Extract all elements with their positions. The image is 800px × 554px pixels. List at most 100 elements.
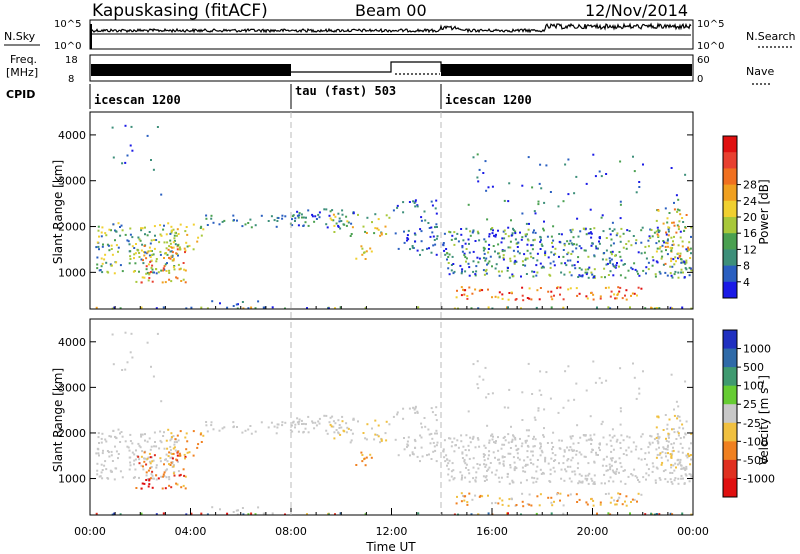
freq-trace [91,61,692,76]
heatmap-cell [655,219,658,222]
heatmap-cell [637,272,639,275]
heatmap-cell [681,245,684,248]
heatmap-cell [509,260,512,263]
heatmap-cell [669,246,672,249]
heatmap-cell [463,293,466,296]
heatmap-cell [448,479,451,482]
heatmap-cell [508,292,511,294]
heatmap-cell [304,221,307,224]
heatmap-cell [163,471,166,474]
heatmap-cell [575,247,578,250]
heatmap-cell [140,306,143,309]
heatmap-cell [163,224,165,227]
heatmap-cell [587,462,590,465]
heatmap-cell [165,476,168,479]
heatmap-cell [578,451,581,454]
nave-tick-bottom: 0 [697,74,703,85]
heatmap-cell [635,397,638,400]
heatmap-cell [510,291,513,294]
heatmap-cell [478,289,481,292]
heatmap-cell [520,481,522,484]
heatmap-cell [653,231,656,234]
heatmap-cell [579,481,582,484]
heatmap-cell [134,262,137,265]
heatmap-cell [219,302,221,305]
heatmap-cell [590,439,593,442]
heatmap-cell [609,476,612,479]
heatmap-cell [486,469,488,472]
heatmap-cell [495,440,497,443]
heatmap-cell [517,250,519,253]
heatmap-cell [507,246,510,249]
heatmap-cell [403,230,405,233]
heatmap-cell [474,288,477,291]
heatmap-cell [121,270,124,273]
heatmap-cell [677,271,680,274]
heatmap-cell [149,260,152,263]
heatmap-cell [174,438,177,441]
heatmap-cell [603,267,606,270]
heatmap-cell [186,233,189,236]
heatmap-cell [461,451,464,454]
heatmap-cell [677,405,680,408]
heatmap-cell [430,226,433,229]
heatmap-cell [526,249,529,252]
heatmap-cell [541,451,544,454]
xtick-label: 00:00 [74,525,106,538]
heatmap-cell [332,219,335,222]
heatmap-cell [314,421,317,424]
heatmap-cell [352,212,355,215]
heatmap-cell [453,243,456,246]
heatmap-cell [173,443,176,446]
heatmap-cell [297,423,300,426]
heatmap-cell [557,411,560,414]
heatmap-cell [333,224,336,227]
heatmap-cell [574,267,577,270]
heatmap-cell [403,241,406,244]
heatmap-cell [168,256,170,259]
heatmap-cell [671,276,674,279]
heatmap-cell [655,513,658,516]
heatmap-cell [451,234,454,237]
heatmap-cell [550,441,553,444]
heatmap-cell [155,268,158,271]
heatmap-cell [416,410,419,413]
colorbar-swatch [723,184,737,202]
xtick-label: 20:00 [577,525,609,538]
heatmap-cell [164,263,167,266]
heatmap-cell [459,471,462,474]
heatmap-cell [684,173,687,176]
heatmap-cell [558,240,561,243]
cpid-label: CPID [6,88,35,101]
heatmap-cell [414,440,417,443]
heatmap-cell [660,456,663,459]
heatmap-cell [484,446,487,449]
cpid-segment-3: icescan 1200 [445,93,532,107]
heatmap-cell [453,450,456,453]
heatmap-cell [670,463,673,466]
heatmap-cell [331,415,334,418]
heatmap-cell [172,241,175,244]
heatmap-cell [482,455,485,458]
heatmap-cell [651,462,654,465]
heatmap-cell [676,208,679,211]
heatmap-cell [151,268,154,271]
power-heatmap-cells [95,124,693,310]
heatmap-cell [466,295,469,297]
heatmap-cell [296,417,299,420]
heatmap-cell [526,450,529,453]
heatmap-cell [635,191,638,194]
heatmap-cell [651,470,654,473]
heatmap-cell [670,249,673,252]
heatmap-cell [170,456,173,459]
heatmap-cell [614,297,617,300]
heatmap-cell [507,235,510,238]
heatmap-cell [576,217,579,220]
heatmap-cell [474,479,477,482]
heatmap-cell [512,481,515,484]
heatmap-cell [477,467,480,470]
heatmap-cell [96,256,99,259]
heatmap-cell [171,251,174,254]
heatmap-cell [591,273,594,276]
heatmap-cell [570,253,573,255]
